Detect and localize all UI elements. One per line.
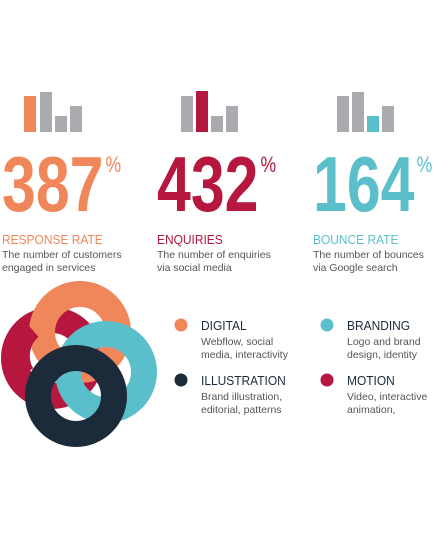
legend-description: editorial, patterns <box>201 404 282 416</box>
stat-title: ENQUIRIES <box>157 233 223 248</box>
legend-description: animation, <box>347 404 395 416</box>
legend-description: Brand illustration, <box>201 391 282 403</box>
stat-description: via Google search <box>313 262 398 274</box>
stat-title: RESPONSE RATE <box>2 233 103 248</box>
legend-dot <box>174 318 188 332</box>
legend-dot <box>320 373 334 387</box>
stat-unit: % <box>106 153 122 177</box>
stat-description: The number of enquiries <box>157 249 271 261</box>
stat-description: via social media <box>157 262 232 274</box>
stat-description: The number of customers <box>2 249 122 261</box>
legend-title: DIGITAL <box>201 319 247 334</box>
legend-title: MOTION <box>347 374 395 389</box>
rings <box>1 281 157 447</box>
legend-description: Logo and brand <box>347 336 421 348</box>
legend-description: Webflow, social <box>201 336 273 348</box>
legend-description: design, identity <box>347 349 418 361</box>
legend-dot <box>320 318 334 332</box>
stat-unit: % <box>261 153 277 177</box>
icon-1 <box>24 92 82 132</box>
stat-value: 387 <box>2 141 104 228</box>
legend-title: ILLUSTRATION <box>201 374 286 389</box>
stat-title: BOUNCE RATE <box>313 233 398 248</box>
icon-3 <box>337 92 394 132</box>
stat-value: 164 <box>313 141 415 228</box>
stat-unit: % <box>417 153 433 177</box>
legend-dot <box>174 373 188 387</box>
icon-2 <box>181 91 238 132</box>
legend-description: media, interactivity <box>201 349 289 361</box>
stat-description: engaged in services <box>2 262 95 274</box>
legend-description: Video, interactive <box>347 391 428 403</box>
stat-value: 432 <box>157 141 259 228</box>
legend-title: BRANDING <box>347 319 410 334</box>
stat-description: The number of bounces <box>313 249 424 261</box>
